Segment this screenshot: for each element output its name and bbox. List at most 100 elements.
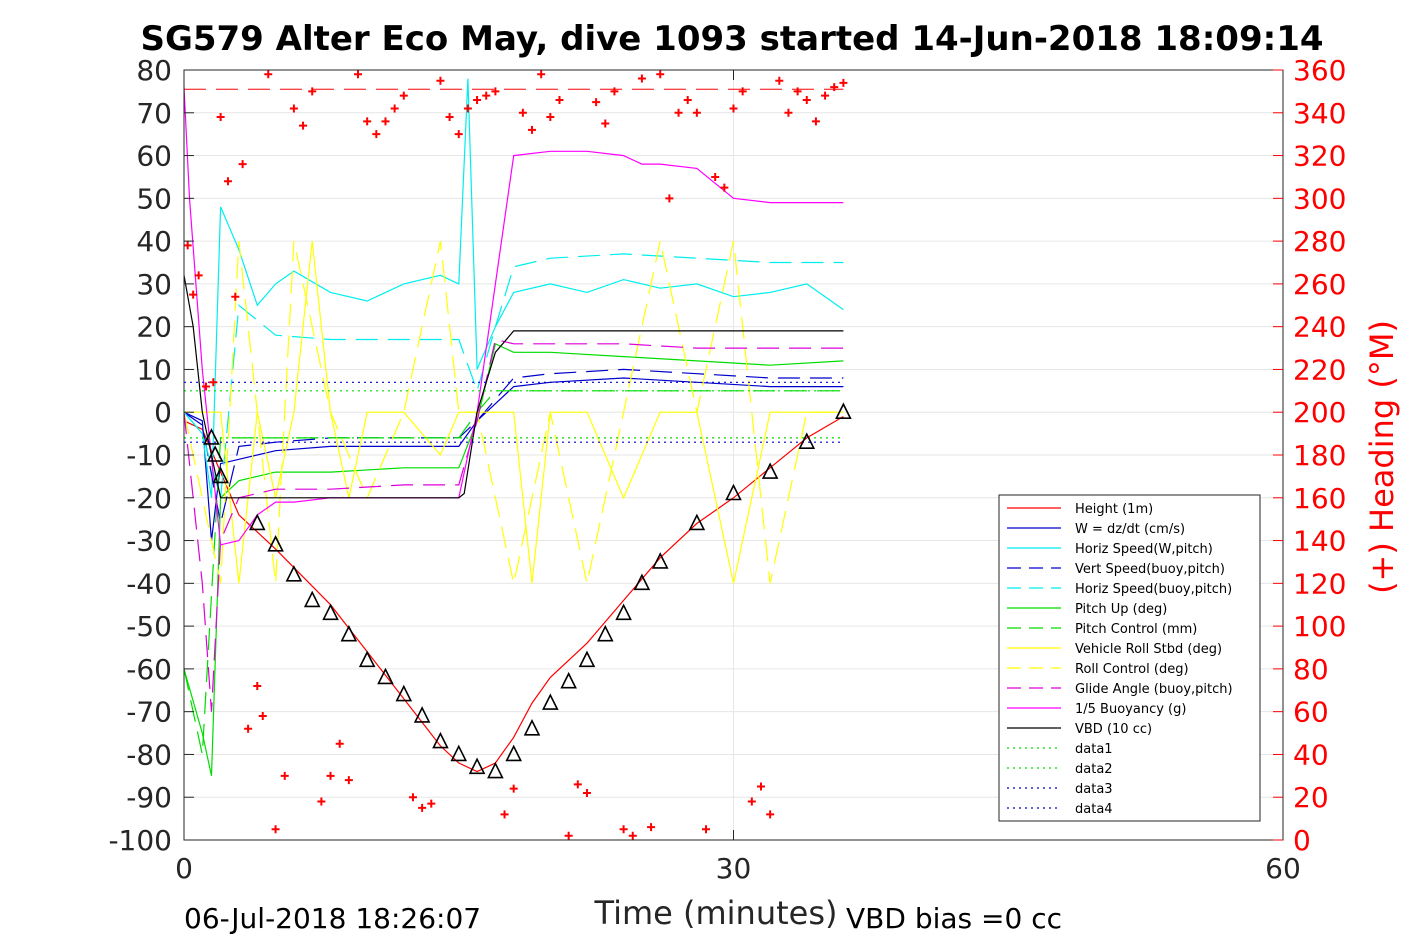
depth-triangle-marker <box>596 624 614 642</box>
heading-point <box>830 83 839 92</box>
right-y-tick-label: 180 <box>1293 439 1346 472</box>
heading-point <box>601 119 610 128</box>
y-tick-label: 70 <box>136 97 172 130</box>
series-pitch-control-mm <box>183 390 844 755</box>
heading-point <box>656 70 665 79</box>
heading-point <box>793 87 802 96</box>
heading-point <box>637 74 646 83</box>
heading-point <box>244 724 253 733</box>
depth-triangle-marker <box>761 462 779 479</box>
heading-point <box>299 121 308 130</box>
legend-entry-label: Horiz Speed(buoy,pitch) <box>1075 582 1232 597</box>
heading-point <box>454 130 463 139</box>
depth-triangle-marker <box>203 428 220 445</box>
heading-point <box>839 78 848 87</box>
heading-point <box>326 771 335 780</box>
right-y-tick-label: 140 <box>1293 525 1346 558</box>
depth-triangle-marker <box>358 650 376 668</box>
heading-point <box>253 682 262 690</box>
heading-point <box>619 825 628 834</box>
depth-triangle-marker <box>835 402 852 420</box>
x-tick-label: 30 <box>716 852 752 885</box>
y-tick-label: -10 <box>126 439 172 472</box>
legend-entry-label: Vert Speed(buoy,pitch) <box>1075 562 1225 577</box>
right-y-tick-label: 300 <box>1293 182 1346 215</box>
heading-point <box>491 87 500 96</box>
right-y-tick-label: 260 <box>1293 268 1346 301</box>
series-glide-angle-buoy-pitch <box>183 338 844 712</box>
legend-entry-label: Pitch Up (deg) <box>1075 602 1167 617</box>
heading-point <box>223 177 232 186</box>
legend-entry-label: W = dz/dt (cm/s) <box>1075 522 1185 537</box>
x-axis-label: Time (minutes) <box>594 894 838 932</box>
depth-triangle-marker <box>578 650 596 668</box>
series-horiz-speed-buoy-pitch <box>183 253 844 498</box>
heading-point <box>473 95 482 104</box>
heading-point <box>408 793 417 802</box>
depth-triangle-marker <box>340 624 358 642</box>
y-tick-label: 50 <box>136 182 172 215</box>
heading-point <box>381 117 390 126</box>
series-w-dz-dt-cm-s <box>183 377 844 541</box>
right-y-tick-label: 160 <box>1293 482 1346 515</box>
right-axis-label: (+) Heading (°M) <box>1363 320 1401 594</box>
y-tick-label: 40 <box>136 225 172 258</box>
depth-triangle-marker <box>413 706 431 723</box>
heading-point <box>537 70 546 79</box>
depth-triangle-marker <box>615 603 632 621</box>
heading-point <box>674 108 683 117</box>
heading-point <box>390 104 399 113</box>
heading-point <box>528 125 537 134</box>
y-tick-label: -20 <box>126 482 172 515</box>
y-tick-label: 10 <box>136 353 172 386</box>
heading-point <box>216 113 225 122</box>
depth-triangle-marker <box>206 445 224 462</box>
heading-point <box>194 271 203 280</box>
y-tick-label: 0 <box>154 396 172 429</box>
heading-point <box>418 803 427 812</box>
heading-point <box>399 91 408 100</box>
depth-triangle-marker <box>322 603 339 621</box>
depth-triangle-marker <box>267 535 284 552</box>
heading-point <box>592 98 601 107</box>
depth-triangle-marker <box>725 483 742 501</box>
heading-point <box>555 95 564 104</box>
depth-triangle-marker <box>377 667 394 685</box>
depth-triangle-marker <box>487 761 504 779</box>
heading-point <box>271 825 280 834</box>
legend-entry-label: Pitch Control (mm) <box>1075 622 1197 637</box>
heading-point <box>183 241 192 250</box>
legend-entry-label: Vehicle Roll Stbd (deg) <box>1075 642 1222 657</box>
y-tick-label: -60 <box>126 653 172 686</box>
legend: Height (1m) W = dz/dt (cm/s) Horiz Speed(W… <box>998 494 1261 822</box>
legend-entry-label: data2 <box>1075 762 1113 777</box>
legend-entry-label: data3 <box>1075 782 1113 797</box>
heading-point <box>766 810 775 819</box>
heading-point <box>518 108 527 117</box>
heading-point <box>692 108 701 117</box>
heading-point <box>582 788 591 797</box>
series-vbd-10-cc <box>183 275 844 499</box>
y-tick-label: -100 <box>108 824 172 857</box>
heading-point <box>289 104 298 113</box>
heading-point <box>738 87 747 96</box>
right-y-tick-label: 60 <box>1293 696 1329 729</box>
legend-entry-label: Roll Control (deg) <box>1075 662 1189 677</box>
y-tick-label: 30 <box>136 268 172 301</box>
heading-point <box>500 810 509 819</box>
depth-triangle-marker <box>395 684 413 702</box>
right-y-tick-label: 360 <box>1293 54 1346 87</box>
heading-point <box>445 113 454 122</box>
depth-triangle-marker <box>651 552 669 569</box>
y-tick-label: -30 <box>126 525 172 558</box>
heading-point <box>628 831 637 840</box>
heading-point <box>702 825 711 834</box>
heading-point <box>665 194 674 203</box>
right-y-tick-label: 280 <box>1293 225 1346 258</box>
depth-triangle-marker <box>303 590 321 608</box>
footer-vbd-bias: VBD bias =0 cc <box>846 902 1062 935</box>
y-tick-label: -40 <box>126 567 172 600</box>
y-tick-label: -50 <box>126 610 172 643</box>
chart-title: SG579 Alter Eco May, dive 1093 started 1… <box>140 19 1323 59</box>
